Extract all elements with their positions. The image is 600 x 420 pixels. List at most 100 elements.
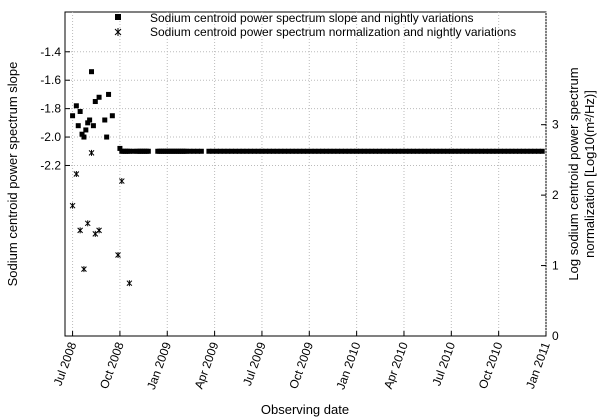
slope-point xyxy=(187,148,193,154)
slope-point xyxy=(501,148,507,154)
slope-point xyxy=(479,148,485,154)
slope-point xyxy=(270,148,276,154)
slope-point xyxy=(482,148,488,154)
slope-point xyxy=(509,148,515,154)
left-y-tick-label: -2.0 xyxy=(40,130,61,144)
x-tick-label: Jan 2010 xyxy=(333,340,363,391)
x-tick-label: Jan 2009 xyxy=(144,340,174,391)
slope-point xyxy=(418,148,424,154)
slope-point xyxy=(195,148,201,154)
slope-point xyxy=(289,148,295,154)
slope-point xyxy=(528,148,534,154)
slope-point xyxy=(244,148,250,154)
slope-point xyxy=(248,148,254,154)
slope-point xyxy=(117,145,123,151)
slope-point xyxy=(96,94,102,100)
left-y-tick-label: -1.6 xyxy=(40,73,61,87)
slope-point xyxy=(452,148,458,154)
left-y-tick-label: -1.4 xyxy=(40,45,61,59)
normalization-point xyxy=(81,266,87,273)
normalization-point xyxy=(126,280,133,287)
slope-point xyxy=(388,148,394,154)
legend-entry-normalization: Sodium centroid power spectrum normaliza… xyxy=(150,25,516,39)
slope-point xyxy=(304,148,310,154)
slope-point xyxy=(395,148,401,154)
slope-point xyxy=(251,148,257,154)
slope-point xyxy=(259,148,265,154)
slope-point xyxy=(350,148,356,154)
slope-point xyxy=(102,117,108,123)
slope-point xyxy=(301,148,307,154)
grid-lines xyxy=(65,12,547,336)
left-y-axis-ticks: -1.4 -1.6 -1.8 -2.0 -2.2 xyxy=(40,45,70,172)
x-axis-label: Observing date xyxy=(261,402,349,417)
slope-point xyxy=(232,148,238,154)
slope-point xyxy=(81,134,87,140)
x-tick-label: Jul 2009 xyxy=(240,340,269,388)
x-tick-label: Apr 2009 xyxy=(192,340,222,391)
slope-point xyxy=(429,148,435,154)
right-y-axis-label-line1: Log sodium centroid power spectrum xyxy=(566,67,581,280)
slope-point xyxy=(312,148,318,154)
slope-point xyxy=(263,148,269,154)
slope-point xyxy=(490,148,496,154)
normalization-point xyxy=(84,220,91,227)
slope-point xyxy=(198,148,204,154)
slope-point xyxy=(293,148,299,154)
slope-point xyxy=(70,113,76,119)
slope-point xyxy=(206,148,212,154)
slope-point xyxy=(109,113,115,119)
slope-point xyxy=(285,148,291,154)
slope-point xyxy=(354,148,360,154)
slope-point xyxy=(467,148,473,154)
x-tick-label: Jan 2011 xyxy=(523,340,553,391)
plot-frame xyxy=(64,11,547,337)
slope-point xyxy=(126,148,132,154)
slope-point xyxy=(441,148,447,154)
slope-point xyxy=(85,120,91,126)
x-tick-label: Jul 2010 xyxy=(429,340,458,388)
slope-point xyxy=(297,148,303,154)
legend-star-marker xyxy=(114,28,122,36)
slope-point xyxy=(535,148,541,154)
right-y-tick-label: 0 xyxy=(552,329,559,343)
slope-point xyxy=(448,148,454,154)
slope-point xyxy=(414,148,420,154)
slope-point xyxy=(532,148,538,154)
slope-point xyxy=(376,148,382,154)
slope-point xyxy=(323,148,329,154)
left-y-tick-label: -2.2 xyxy=(40,158,61,172)
slope-point xyxy=(369,148,375,154)
slope-point xyxy=(217,148,223,154)
slope-point xyxy=(213,148,219,154)
slope-point xyxy=(392,148,398,154)
slope-point xyxy=(365,148,371,154)
slope-point xyxy=(407,148,413,154)
slope-point xyxy=(524,148,530,154)
slope-point xyxy=(282,148,288,154)
slope-point xyxy=(422,148,428,154)
slope-point xyxy=(130,148,136,154)
slope-series-points xyxy=(70,69,545,154)
slope-point xyxy=(373,148,379,154)
slope-point xyxy=(516,148,522,154)
slope-point xyxy=(104,134,110,140)
slope-point xyxy=(236,148,242,154)
right-y-axis-label-line2: normalization [Log10(m²/Hz)] xyxy=(582,90,597,258)
slope-point xyxy=(90,123,96,129)
right-y-tick-label: 1 xyxy=(552,259,559,273)
slope-point xyxy=(520,148,526,154)
slope-point xyxy=(83,127,89,133)
slope-point xyxy=(87,117,93,123)
slope-point xyxy=(456,148,462,154)
slope-point xyxy=(437,148,443,154)
legend-entry-slope: Sodium centroid power spectrum slope and… xyxy=(150,11,474,25)
right-y-tick-label: 3 xyxy=(552,118,559,132)
slope-point xyxy=(316,148,322,154)
slope-point xyxy=(225,148,231,154)
slope-point xyxy=(145,148,151,154)
left-y-axis-label: Sodium centroid power spectrum slope xyxy=(5,62,20,287)
slope-point xyxy=(267,148,273,154)
slope-point xyxy=(460,148,466,154)
slope-point xyxy=(278,148,284,154)
